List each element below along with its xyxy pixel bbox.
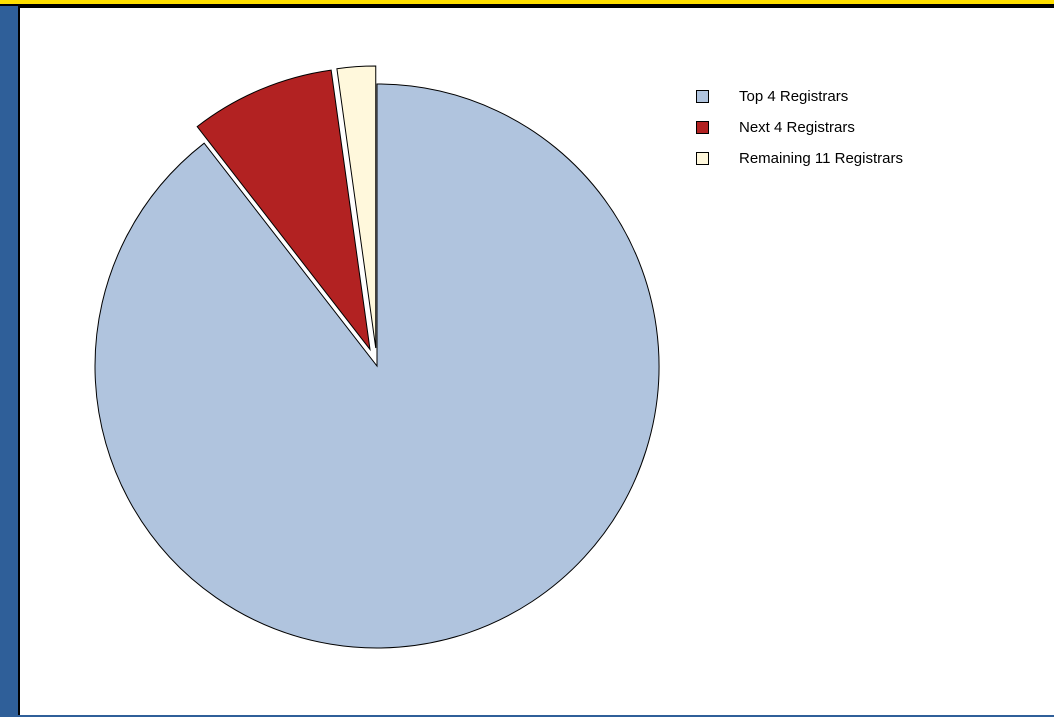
legend-item-remaining-11: Remaining 11 Registrars bbox=[696, 143, 1026, 174]
legend-label-next-4: Next 4 Registrars bbox=[739, 119, 855, 136]
legend-item-top-4: Top 4 Registrars bbox=[696, 81, 1026, 112]
legend-swatch-remaining-11 bbox=[696, 152, 709, 165]
pie-slice-top-4 bbox=[94, 83, 660, 649]
legend-item-next-4: Next 4 Registrars bbox=[696, 112, 1026, 143]
chart-panel: Top 4 Registrars Next 4 Registrars Remai… bbox=[18, 6, 1054, 715]
legend-label-top-4: Top 4 Registrars bbox=[739, 88, 849, 105]
top-accent-bar bbox=[0, 0, 1054, 6]
legend-swatch-next-4 bbox=[696, 121, 709, 134]
pie-slice-next-4 bbox=[196, 69, 371, 352]
legend-swatch-top-4 bbox=[696, 90, 709, 103]
chart-legend: Top 4 Registrars Next 4 Registrars Remai… bbox=[696, 81, 1026, 174]
legend-label-remaining-11: Remaining 11 Registrars bbox=[739, 150, 903, 167]
pie-slice-remaining-11 bbox=[336, 65, 377, 349]
pie-chart bbox=[94, 65, 660, 649]
